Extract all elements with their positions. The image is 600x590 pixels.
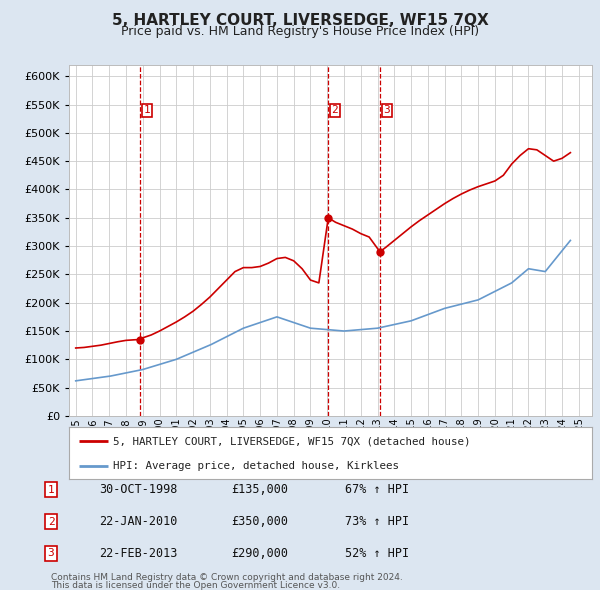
Text: 3: 3 bbox=[47, 549, 55, 558]
Text: This data is licensed under the Open Government Licence v3.0.: This data is licensed under the Open Gov… bbox=[51, 581, 340, 590]
Text: 1: 1 bbox=[47, 485, 55, 494]
Text: 3: 3 bbox=[383, 105, 390, 115]
Text: £290,000: £290,000 bbox=[231, 547, 288, 560]
Text: 30-OCT-1998: 30-OCT-1998 bbox=[99, 483, 178, 496]
Text: 2: 2 bbox=[47, 517, 55, 526]
Text: Contains HM Land Registry data © Crown copyright and database right 2024.: Contains HM Land Registry data © Crown c… bbox=[51, 572, 403, 582]
Text: 22-FEB-2013: 22-FEB-2013 bbox=[99, 547, 178, 560]
Text: 67% ↑ HPI: 67% ↑ HPI bbox=[345, 483, 409, 496]
Text: 73% ↑ HPI: 73% ↑ HPI bbox=[345, 515, 409, 528]
Text: 22-JAN-2010: 22-JAN-2010 bbox=[99, 515, 178, 528]
Text: 5, HARTLEY COURT, LIVERSEDGE, WF15 7QX: 5, HARTLEY COURT, LIVERSEDGE, WF15 7QX bbox=[112, 13, 488, 28]
Text: £135,000: £135,000 bbox=[231, 483, 288, 496]
Text: HPI: Average price, detached house, Kirklees: HPI: Average price, detached house, Kirk… bbox=[113, 461, 400, 471]
Text: £350,000: £350,000 bbox=[231, 515, 288, 528]
Text: Price paid vs. HM Land Registry's House Price Index (HPI): Price paid vs. HM Land Registry's House … bbox=[121, 25, 479, 38]
Text: 1: 1 bbox=[143, 105, 150, 115]
Text: 5, HARTLEY COURT, LIVERSEDGE, WF15 7QX (detached house): 5, HARTLEY COURT, LIVERSEDGE, WF15 7QX (… bbox=[113, 436, 471, 446]
Text: 52% ↑ HPI: 52% ↑ HPI bbox=[345, 547, 409, 560]
Text: 2: 2 bbox=[332, 105, 338, 115]
